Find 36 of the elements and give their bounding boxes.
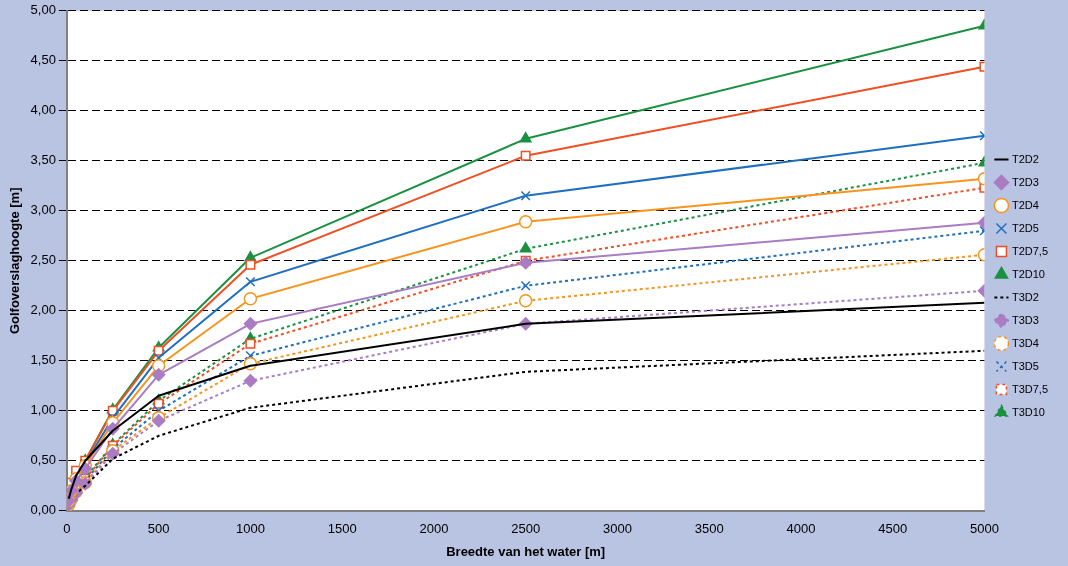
legend-label: T2D10 [1011, 267, 1045, 280]
y-tick-label: 3,00 [30, 202, 56, 218]
legend-label: T3D7,5 [1011, 382, 1049, 395]
x-tick-label: 2000 [419, 521, 449, 537]
x-tick-label: 4000 [786, 521, 816, 537]
y-tick-label: 1,00 [30, 402, 56, 418]
x-tick-label: 3000 [602, 521, 632, 537]
legend-label: T2D3 [1011, 175, 1039, 188]
y-tick-label: 5,00 [30, 2, 56, 18]
y-tick-label: 4,00 [30, 102, 56, 118]
x-tick-label: 5000 [969, 521, 999, 537]
x-tick-label: 1500 [327, 521, 357, 537]
legend-label: T3D10 [1011, 405, 1045, 418]
x-tick-label: 3500 [694, 521, 724, 537]
legend-label: T3D3 [1011, 313, 1039, 326]
legend-label: T2D2 [1011, 152, 1039, 165]
x-tick-label: 2500 [511, 521, 541, 537]
y-tick-label: 0,50 [30, 452, 56, 468]
legend-label: T3D4 [1011, 336, 1039, 349]
x-tick-label: 0 [63, 521, 71, 537]
legend-label: T3D5 [1011, 359, 1039, 372]
legend-label: T2D5 [1011, 221, 1039, 234]
legend-label: T3D2 [1011, 290, 1039, 303]
legend-label: T2D4 [1011, 198, 1039, 211]
y-tick-label: 3,50 [30, 152, 56, 168]
y-tick-label: 1,50 [30, 352, 56, 368]
legend-label: T2D7,5 [1011, 244, 1049, 257]
y-tick-label: 2,00 [30, 302, 56, 318]
y-tick-label: 4,50 [30, 52, 56, 68]
y-axis-title: Golfoverslaghoogte [m] [7, 187, 23, 335]
y-tick-label: 2,50 [30, 252, 56, 268]
x-tick-label: 1000 [235, 521, 265, 537]
x-axis-title: Breedte van het water [m] [446, 543, 606, 559]
x-tick-label: 4500 [878, 521, 908, 537]
y-tick-label: 0,00 [30, 502, 56, 518]
x-tick-label: 500 [147, 521, 170, 537]
